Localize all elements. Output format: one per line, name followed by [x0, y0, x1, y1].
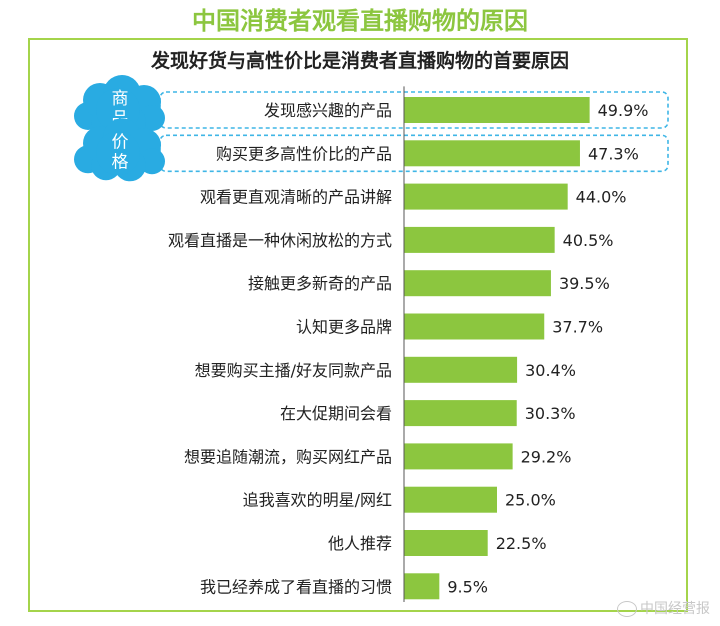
bar-8	[404, 443, 513, 470]
highlight-box-0	[159, 91, 669, 129]
category-label-1: 购买更多高性价比的产品	[216, 144, 392, 163]
watermark: 中国经营报	[617, 598, 710, 618]
category-labels: 发现感兴趣的产品购买更多高性价比的产品观看更直观清晰的产品讲解观看直播是一种休闲…	[168, 101, 392, 596]
bar-4	[404, 270, 551, 297]
highlight-box-1	[159, 134, 669, 173]
value-label-1: 47.3%	[588, 144, 639, 163]
category-label-4: 接触更多新奇的产品	[248, 274, 392, 293]
category-label-11: 我已经养成了看直播的习惯	[200, 577, 392, 596]
value-label-6: 30.4%	[525, 361, 576, 380]
cloud-label-char-1-1: 格	[112, 152, 129, 172]
category-label-0: 发现感兴趣的产品	[264, 101, 392, 120]
bar-2	[404, 183, 568, 210]
value-label-10: 22.5%	[496, 534, 547, 553]
watermark-text: 中国经营报	[640, 601, 710, 617]
cloud-label-char-0-0: 商	[112, 89, 129, 109]
category-label-8: 想要追随潮流，购买网红产品	[184, 447, 392, 466]
cloud-badge-1: 价格	[74, 118, 165, 182]
bar-5	[404, 313, 545, 340]
bar-11	[404, 573, 440, 600]
bar-9	[404, 486, 497, 513]
category-label-10: 他人推荐	[328, 534, 392, 553]
value-label-7: 30.3%	[525, 404, 576, 423]
cloud-puff-1-7	[96, 131, 140, 176]
category-label-5: 认知更多品牌	[296, 318, 392, 337]
bar-6	[404, 356, 518, 383]
bar-7	[404, 400, 517, 427]
value-labels: 49.9% 47.3% 44.0% 40.5% 39.5% 37.7% 30.4% 30.3%…	[447, 101, 648, 596]
chart-title: 中国消费者观看直播购物的原因	[192, 7, 528, 35]
bars	[404, 97, 590, 600]
highlight-boxes	[159, 91, 669, 173]
cloud-label-char-1-0: 价	[112, 132, 129, 152]
value-label-0: 49.9%	[598, 101, 649, 120]
value-label-8: 29.2%	[521, 447, 572, 466]
value-label-9: 25.0%	[505, 491, 556, 510]
bar-0	[404, 97, 590, 123]
category-label-7: 在大促期间会看	[280, 404, 392, 423]
value-label-11: 9.5%	[447, 577, 488, 596]
chart-subtitle: 发现好货与高性价比是消费者直播购物的首要原因	[150, 50, 569, 72]
category-label-6: 想要购买主播/好友同款产品	[195, 361, 392, 380]
value-label-5: 37.7%	[552, 318, 603, 337]
value-label-2: 44.0%	[576, 188, 627, 207]
bar-10	[404, 530, 488, 556]
category-label-2: 观看更直观清晰的产品讲解	[200, 188, 392, 207]
value-label-3: 40.5%	[563, 231, 614, 250]
category-label-3: 观看直播是一种休闲放松的方式	[168, 231, 392, 250]
highlight-clouds: 商品价格	[74, 75, 165, 182]
weibo-icon	[617, 601, 637, 617]
value-label-4: 39.5%	[559, 274, 610, 293]
bar-1	[404, 140, 580, 167]
bar-3	[404, 226, 555, 253]
category-label-9: 追我喜欢的明星/网红	[243, 491, 392, 510]
